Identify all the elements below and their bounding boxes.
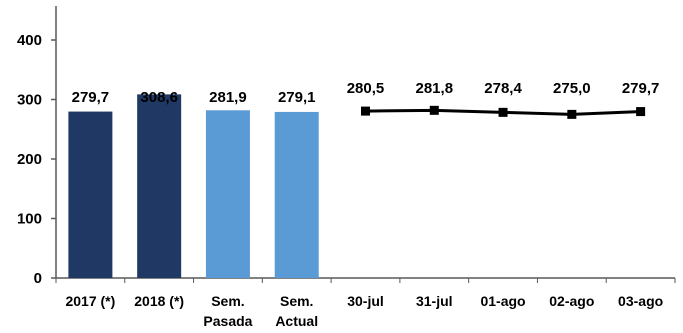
- x-axis-categories: 2017 (*) 2018 (*) Sem. Pasada Sem. Actual 30-j…: [65, 293, 663, 329]
- line-value-label: 280,5: [347, 80, 385, 97]
- bar-value-label: 308,6: [140, 89, 178, 106]
- line-marker: [567, 109, 577, 119]
- y-axis-ticks: 0 100 200 300 400: [17, 32, 56, 287]
- y-tick-label: 0: [34, 270, 42, 287]
- bar: [205, 110, 250, 278]
- trend-line: [361, 105, 646, 119]
- category-label: 03-ago: [618, 293, 663, 309]
- data-labels: 279,7 308,6 281,9 279,1 280,5 281,8 278,4 275,0…: [72, 80, 660, 106]
- y-tick-label: 100: [17, 211, 42, 228]
- bar-value-label: 279,7: [72, 89, 110, 106]
- y-tick-label: 300: [17, 92, 42, 109]
- line-value-label: 281,8: [416, 80, 454, 97]
- category-label: 30-jul: [347, 293, 384, 309]
- bars: [68, 94, 319, 279]
- bar: [68, 111, 113, 279]
- line-marker: [361, 106, 370, 116]
- category-label: Actual: [275, 313, 318, 329]
- bar: [274, 111, 319, 278]
- line-value-label: 275,0: [553, 80, 591, 97]
- bar: [137, 94, 182, 279]
- category-label: 2017 (*): [65, 293, 115, 309]
- bar-value-label: 281,9: [209, 89, 247, 106]
- category-label: Sem.: [280, 293, 313, 309]
- category-label: 2018 (*): [134, 293, 184, 309]
- line-value-label: 278,4: [484, 80, 522, 97]
- line-marker: [636, 107, 646, 117]
- category-label: 01-ago: [480, 293, 525, 309]
- category-label: Pasada: [203, 313, 252, 329]
- line-marker: [498, 107, 508, 117]
- category-label: 02-ago: [549, 293, 594, 309]
- category-label: Sem.: [211, 293, 244, 309]
- category-label: 31-jul: [416, 293, 453, 309]
- line-marker: [429, 105, 439, 115]
- line-value-label: 279,7: [622, 80, 660, 97]
- y-tick-label: 200: [17, 151, 42, 168]
- y-tick-label: 400: [17, 32, 42, 49]
- bar-value-label: 279,1: [278, 89, 316, 106]
